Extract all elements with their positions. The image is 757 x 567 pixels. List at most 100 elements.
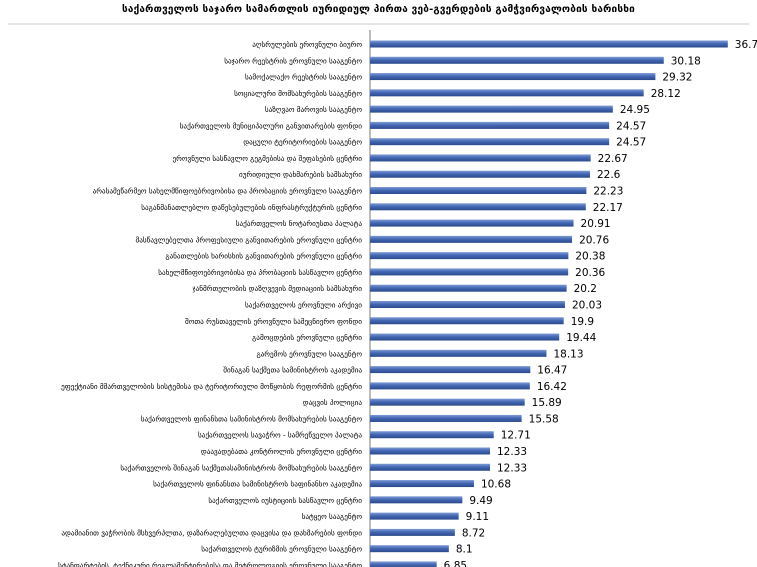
data-label: 20.36 [575,267,605,279]
data-label: 20.2 [574,283,597,295]
category-label: ეროვნული სასწავლო გეგმებისა და შეფასების… [172,154,362,163]
bar [370,89,644,97]
category-label: საქართველოს მუნიციპალური განვითარების ფო… [180,121,363,130]
data-label: 24.57 [616,137,646,149]
category-label: დაავადებათა კონტროლის ეროვნული ცენტრი [201,447,362,456]
bar [370,300,565,308]
bar [370,105,613,113]
category-label: არასამეწარმეო სახელმწიფოებრივობისა და პრ… [93,187,363,196]
data-label: 36.76 [735,39,757,51]
data-label: 22.67 [598,153,628,165]
category-label: აღსრულების ეროვნული ბიურო [252,40,362,49]
category-label: დაცული ტერიტორიების სააგენტო [243,138,362,147]
category-label: საგანმანათლებლო დაწესებულების ინფრასტრუქ… [141,203,362,212]
bar [370,252,569,260]
data-label: 18.13 [553,348,583,360]
category-label: განათლების ხარისხის განვითარების ეროვნულ… [165,252,362,261]
bar [370,496,463,504]
data-label: 20.91 [581,218,611,230]
category-label: სტანდარტების, ტექნიკური რეგლამენტირებისა… [58,561,362,567]
category-label: საჯარო რეესტრის ეროვნული სააგენტო [224,56,362,65]
category-label: საქართველოს სავაჭრო - სამრეწველო პალატა [198,431,362,440]
bar [370,545,449,553]
category-label: საქართველოს ფინანსთა სამინისტროს მომსახუ… [141,414,363,423]
category-label: გარემოს ეროვნული სააგენტო [256,349,362,358]
data-label: 15.89 [532,397,562,409]
bar [370,512,459,520]
category-labels-group: აღსრულების ეროვნული ბიურო საჯარო რეესტრის… [58,40,362,567]
category-label: საქართველოს ეროვნული არქივი [245,300,362,309]
category-label: ადამიანით ვაჭრობის მსხვერპლთა, დაზარალებ… [61,528,362,537]
bar [370,284,567,292]
category-label: სახელმწიფოებრივობისა და პრობაციის სასწავ… [158,268,362,277]
data-label: 29.32 [662,72,692,84]
bar [370,203,586,211]
data-label: 12.71 [501,430,531,442]
bar [370,447,491,455]
bar [370,138,610,146]
data-label: 24.95 [620,104,650,116]
category-label: სოციალური მომსახურების სააგენტო [234,89,362,98]
data-label: 6.85 [444,560,467,567]
bar [370,73,656,81]
data-label: 20.76 [579,234,609,246]
bar [370,219,574,227]
category-label: მასწავლებელთა პროფესიული განვითარების ერ… [136,235,363,244]
data-label: 9.49 [469,495,492,507]
bar [370,235,573,243]
chart-title: საქართველოს საჯარო სამართლის იურიდიულ პი… [122,4,635,15]
category-label: ჯანმრთელობის დაზღვევის მედიაციის სამსახუ… [192,284,362,293]
category-label: სატყეო სააგენტო [302,512,363,521]
data-label: 20.03 [572,299,602,311]
category-label: სამოქალაქო რეესტრის სააგენტო [245,73,362,82]
bar [370,170,590,178]
data-label: 16.47 [537,365,567,377]
bar [370,40,728,48]
bar [370,366,531,374]
bar [370,382,530,390]
data-label: 30.18 [671,55,701,67]
data-label: 8.72 [462,527,485,539]
bar [370,528,455,536]
category-label: საქართველოს ფინანსთა სამინისტროს საფინან… [153,480,362,489]
category-label: საქართველოს ნოტარიუსთა პალატა [236,219,363,228]
bar [370,480,474,488]
data-label: 20.38 [575,251,605,263]
bar [370,317,564,325]
data-label: 22.23 [593,186,623,198]
category-label: ეფექტიანი მმართველობის სისტემისა და ტერი… [61,382,362,391]
bars-group [370,40,728,567]
category-label: იურიდიული დახმარების სამსახური [239,170,362,179]
data-label: 19.44 [566,332,596,344]
category-label: დაცვის პოლიცია [303,398,363,407]
bar [370,463,491,471]
bar [370,56,664,64]
bar [370,187,587,195]
data-label: 12.33 [497,462,527,474]
data-label: 16.42 [537,381,567,393]
data-label: 15.58 [529,413,559,425]
category-label: გამოცდების ეროვნული ცენტრი [252,333,362,342]
data-label: 8.1 [456,544,473,556]
category-label: შოთა რუსთაველის ეროვნული სამეცნიერო ფონდ… [185,317,362,326]
bar [370,333,560,341]
bar [370,561,437,567]
category-label: საზღვაო მაროვის სააგენტო [265,105,362,114]
bar [370,431,494,439]
data-label: 19.9 [571,316,594,328]
data-label: 9.11 [466,511,489,523]
category-label: შინაგან საქმეთა სამინისტროს აკადემია [223,366,362,375]
data-label: 22.17 [593,202,623,214]
bar [370,414,522,422]
category-label: საქართველოს შინაგან საქმეთასამინისტროს მ… [120,463,362,472]
bar [370,154,591,162]
data-label: 24.57 [616,120,646,132]
data-label: 28.12 [651,88,681,100]
data-label: 12.33 [497,446,527,458]
bar [370,121,610,129]
bar [370,398,525,406]
data-label: 10.68 [481,479,511,491]
bar [370,349,547,357]
